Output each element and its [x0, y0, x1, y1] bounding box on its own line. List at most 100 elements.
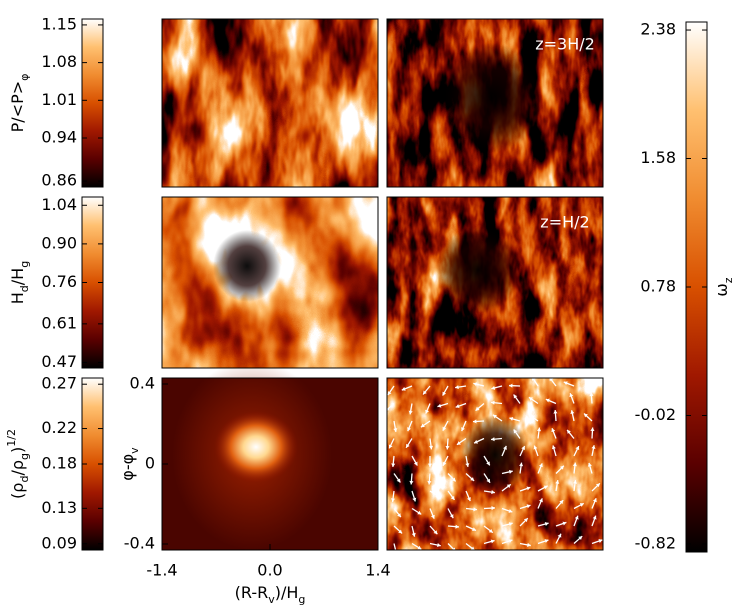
arrow-head — [578, 536, 583, 540]
arrow-head — [490, 539, 495, 544]
label-part: v — [268, 593, 275, 606]
arrow-head — [508, 539, 513, 544]
arrow-head — [467, 497, 471, 502]
annotation: z=H/2 — [540, 213, 589, 232]
y-tick-label: -0.4 — [124, 534, 155, 553]
arrow-head — [528, 397, 533, 401]
tick-label: 0.86 — [41, 171, 77, 190]
x-tick-label: 0.0 — [257, 561, 282, 580]
arrow-head — [442, 461, 447, 466]
arrow-head — [528, 414, 533, 419]
arrow-head — [536, 427, 542, 432]
arrow-head — [442, 391, 447, 396]
label-part: (R-R — [235, 583, 269, 602]
label-part: 1/2 — [5, 429, 18, 447]
arrow-head — [455, 404, 460, 409]
label-part: g — [18, 453, 31, 460]
arrow-head — [551, 445, 556, 450]
arrow-head — [569, 393, 574, 398]
arrow-head — [474, 439, 479, 444]
velocity-arrow — [447, 543, 456, 550]
panel-frame — [386, 18, 604, 188]
arrow-head — [435, 493, 440, 497]
axis-label: (ρd/ρg)1/2 — [5, 429, 31, 499]
arrow-head — [417, 545, 422, 550]
arrow-head — [526, 486, 531, 491]
label-part: d — [18, 476, 31, 483]
arrow-head — [590, 427, 595, 432]
arrow-head — [470, 477, 475, 481]
velocity-field — [387, 378, 603, 554]
label-part: (ρ — [8, 483, 27, 499]
arrow-head — [390, 498, 396, 502]
tick-label: 1.01 — [41, 90, 77, 109]
arrow-head — [573, 480, 578, 484]
label-part: )/H — [275, 583, 299, 602]
annotation: z=3H/2 — [535, 35, 595, 54]
arrow-head — [450, 495, 455, 500]
axis-label: ωz — [712, 277, 732, 296]
tick-label: -0.82 — [635, 533, 676, 552]
arrow-head — [506, 484, 511, 489]
arrow-head — [406, 443, 410, 448]
vortex-core — [442, 43, 542, 153]
label-part: φ-φ — [118, 454, 137, 481]
arrow-head — [553, 410, 558, 414]
tick-label: 0.78 — [640, 277, 676, 296]
arrow-head — [391, 463, 396, 467]
vortex-core — [213, 230, 281, 302]
arrow-head — [557, 533, 562, 538]
arrow-head — [562, 521, 567, 526]
arrow-head — [388, 444, 393, 449]
label-part: /ρ — [8, 460, 27, 476]
label-part: ω — [712, 283, 731, 296]
arrow-head — [585, 378, 589, 382]
arrow-head — [591, 445, 596, 449]
arrow-head — [595, 483, 600, 488]
arrow-head — [411, 532, 416, 537]
arrow-head — [486, 478, 491, 483]
arrow-head — [420, 423, 425, 428]
arrow-head — [407, 427, 411, 432]
arrow-head — [598, 539, 603, 543]
heatmap-panels — [162, 19, 603, 550]
arrow-head — [451, 477, 456, 482]
arrow-head — [394, 550, 398, 554]
arrow-head — [531, 378, 536, 381]
arrow-head — [572, 462, 577, 467]
arrow-head — [503, 445, 507, 450]
label-part: ) — [8, 447, 27, 453]
arrow-head — [465, 463, 470, 467]
arrow-head — [442, 426, 447, 431]
arrow-head — [559, 465, 564, 470]
arrow-head — [387, 391, 392, 396]
tick-label: 0.94 — [41, 128, 77, 147]
arrow-head — [491, 490, 495, 495]
arrow-head — [473, 507, 477, 512]
arrow-head — [396, 478, 401, 483]
arrow-head — [398, 529, 403, 534]
arrow-head — [430, 514, 435, 519]
panel-frame — [161, 377, 379, 551]
arrow-head — [455, 385, 459, 390]
tick-label: -0.02 — [635, 405, 676, 424]
panel-frame — [161, 196, 379, 369]
arrow-head — [519, 462, 524, 467]
arrow-head — [575, 446, 580, 451]
tick-label: 1.08 — [41, 52, 77, 71]
arrow-head — [509, 416, 514, 421]
panel-frame — [161, 18, 379, 188]
vortex-core — [436, 226, 520, 314]
label-part: g — [298, 593, 305, 606]
y-tick-label: 0.4 — [130, 374, 155, 393]
tick-label: 0.90 — [41, 233, 77, 252]
arrow-head — [583, 413, 588, 418]
arrow-head — [539, 498, 543, 503]
arrow-head — [544, 539, 549, 544]
arrow-head — [523, 518, 528, 523]
density-panel — [162, 360, 378, 550]
axis-label: P/<P>φ — [8, 74, 31, 133]
arrow-head — [509, 383, 513, 388]
tick-label: 2.38 — [640, 20, 676, 39]
